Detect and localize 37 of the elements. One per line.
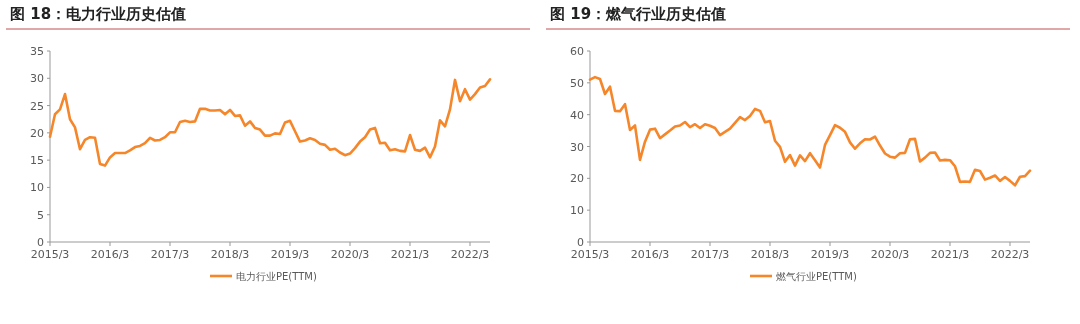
x-tick-label: 2022/3 <box>990 248 1030 261</box>
legend-label: 燃气行业PE(TTM) <box>776 271 857 282</box>
y-tick-label: 25 <box>30 99 44 113</box>
y-tick-label: 15 <box>30 154 44 168</box>
x-tick-label: 2019/3 <box>270 248 310 261</box>
line-series <box>48 78 492 167</box>
y-tick-label: 0 <box>37 236 44 249</box>
x-tick-label: 2018/3 <box>750 248 790 261</box>
y-tick-label: 5 <box>37 208 44 222</box>
y-tick-label: 20 <box>30 126 44 140</box>
y-tick-label: 60 <box>570 45 584 58</box>
chart-title: 图 19：燃气行业历史估值 <box>550 5 727 23</box>
x-tick-label: 2016/3 <box>90 248 130 261</box>
x-tick-label: 2015/3 <box>30 248 70 261</box>
x-tick-label: 2019/3 <box>810 248 850 261</box>
x-tick-label: 2021/3 <box>930 248 970 261</box>
legend-label: 电力行业PE(TTM) <box>236 271 317 282</box>
y-tick-label: 30 <box>570 140 584 154</box>
x-tick-label: 2020/3 <box>870 248 910 261</box>
y-tick-label: 40 <box>570 108 584 122</box>
y-tick-label: 30 <box>30 72 44 86</box>
y-tick-label: 20 <box>570 172 584 186</box>
x-tick-label: 2015/3 <box>570 248 610 261</box>
x-tick-label: 2017/3 <box>690 248 730 261</box>
chart-title: 图 18：电力行业历史估值 <box>10 5 187 23</box>
x-tick-label: 2020/3 <box>330 248 370 261</box>
x-tick-label: 2016/3 <box>630 248 670 261</box>
x-tick-label: 2017/3 <box>150 248 190 261</box>
y-tick-label: 10 <box>570 204 584 218</box>
y-tick-label: 0 <box>577 236 584 249</box>
x-tick-label: 2018/3 <box>210 248 250 261</box>
x-tick-label: 2022/3 <box>450 248 490 261</box>
y-tick-label: 50 <box>570 76 584 90</box>
line-series <box>588 75 1032 187</box>
y-tick-label: 10 <box>30 181 44 195</box>
x-tick-label: 2021/3 <box>390 248 430 261</box>
y-tick-label: 35 <box>30 45 44 58</box>
